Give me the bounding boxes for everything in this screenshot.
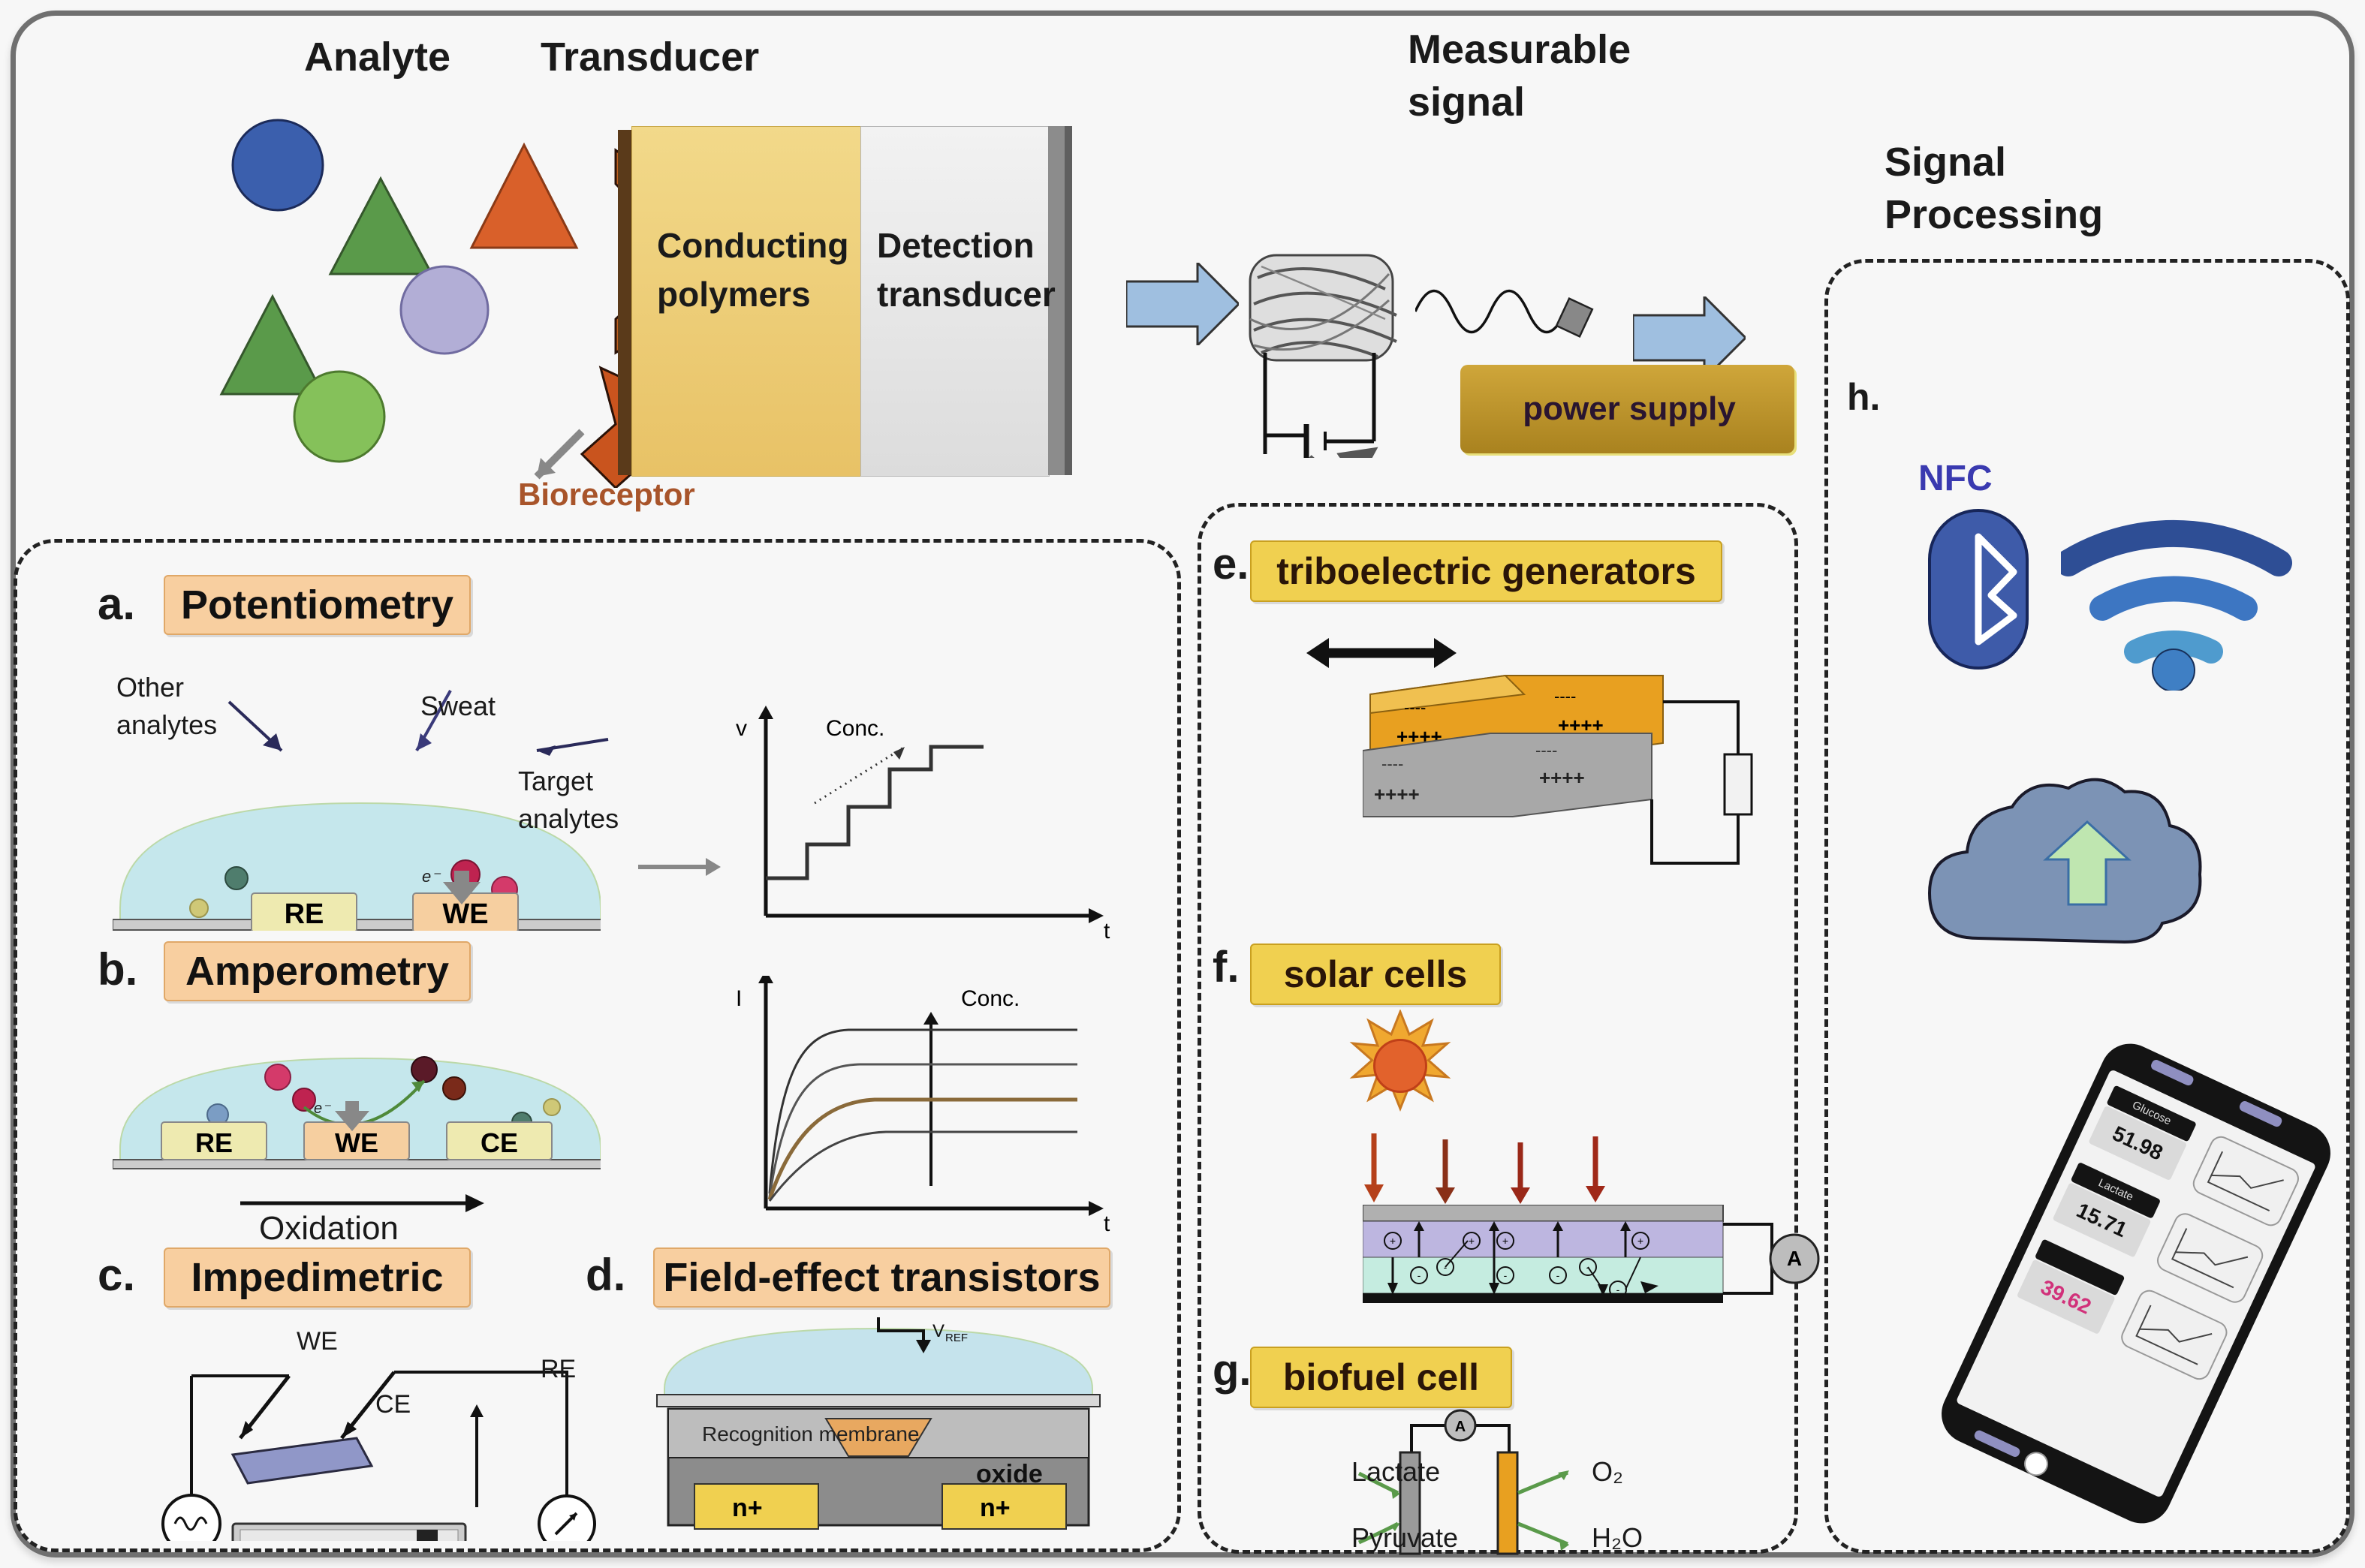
svg-text:Conc.: Conc. <box>826 716 884 741</box>
svg-text:----: ---- <box>1554 687 1576 706</box>
svg-text:-: - <box>1504 1269 1508 1281</box>
svg-text:++++: ++++ <box>1539 766 1585 789</box>
svg-text:+: + <box>1502 1235 1508 1247</box>
svg-text:WE: WE <box>442 898 488 930</box>
svg-text:A: A <box>1787 1247 1802 1270</box>
svg-text:-: - <box>1616 1284 1620 1296</box>
svg-text:I: I <box>736 986 742 1011</box>
svg-text:RE: RE <box>285 898 324 930</box>
svg-text:----: ---- <box>1535 741 1557 760</box>
svg-text:v: v <box>736 716 747 741</box>
svg-text:+: + <box>1390 1235 1396 1247</box>
svg-text:----: ---- <box>1404 698 1426 717</box>
svg-text:Conc.: Conc. <box>961 986 1020 1011</box>
svg-text:V: V <box>932 1321 944 1341</box>
svg-text:A: A <box>1455 1419 1466 1435</box>
svg-text:-: - <box>1417 1269 1421 1281</box>
svg-text:-: - <box>1556 1269 1560 1281</box>
svg-text:n+: n+ <box>732 1494 763 1522</box>
svg-text:+: + <box>1469 1235 1475 1247</box>
svg-text:++++: ++++ <box>1374 783 1420 805</box>
svg-text:t: t <box>1104 1211 1110 1236</box>
svg-text:CE: CE <box>481 1127 518 1158</box>
svg-text:REF: REF <box>945 1332 968 1344</box>
svg-text:n+: n+ <box>980 1494 1011 1522</box>
svg-text:Recognition membrane: Recognition membrane <box>702 1422 920 1446</box>
svg-text:+: + <box>1637 1235 1643 1247</box>
svg-text:t: t <box>1104 919 1110 944</box>
svg-text:e⁻: e⁻ <box>422 867 441 886</box>
svg-text:e⁻: e⁻ <box>314 1100 331 1117</box>
svg-text:WE: WE <box>335 1127 378 1158</box>
svg-text:RE: RE <box>195 1127 233 1158</box>
svg-text:----: ---- <box>1381 754 1403 773</box>
